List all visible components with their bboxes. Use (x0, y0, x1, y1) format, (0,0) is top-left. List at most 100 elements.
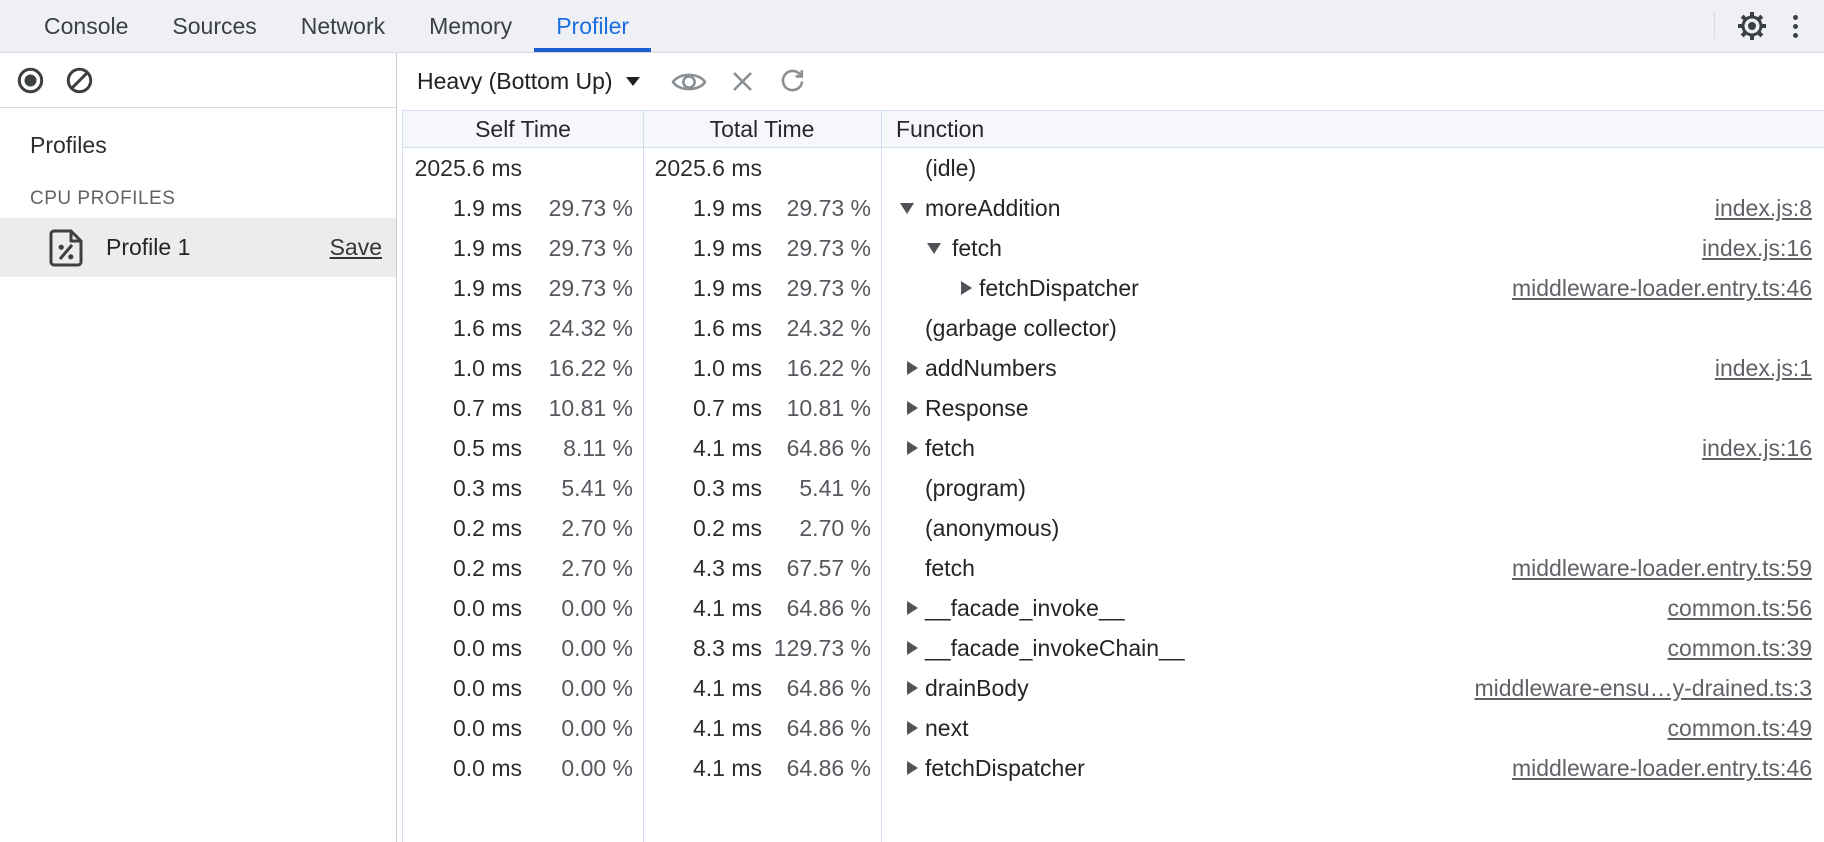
column-header-total-time[interactable]: Total Time (709, 115, 815, 142)
table-row[interactable]: 0.0 ms 0.00 % 4.1 ms 64.86 % __facade_invoke… (403, 588, 1824, 628)
self-time-cell: 0.2 ms 2.70 % (403, 548, 643, 588)
table-row[interactable]: 0.7 ms 10.81 % 0.7 ms 10.81 % Response (403, 388, 1824, 428)
percent-value: 0.00 % (561, 634, 633, 661)
table-row[interactable]: 1.9 ms 29.73 % 1.9 ms 29.73 % fetchDispatche… (403, 268, 1824, 308)
table-row[interactable]: 1.9 ms 29.73 % 1.9 ms 29.73 % fetch index.js:… (403, 228, 1824, 268)
column-header-function[interactable]: Function (896, 115, 985, 142)
table-row[interactable]: 0.3 ms 5.41 % 0.3 ms 5.41 % (program) (403, 468, 1824, 508)
percent-value: 29.73 % (786, 194, 871, 221)
tree-expanded-icon[interactable] (900, 202, 925, 214)
focus-eye-icon[interactable] (670, 69, 708, 95)
column-header-self-time[interactable]: Self Time (475, 115, 571, 142)
source-file-link[interactable]: index.js:1 (1714, 354, 1812, 381)
source-file-link[interactable]: index.js:16 (1702, 234, 1812, 261)
time-value: 0.0 ms (452, 674, 522, 701)
source-file-link[interactable]: index.js:8 (1714, 194, 1812, 221)
function-cell: drainBody middleware-ensu…y-drained.ts:3 (881, 668, 1824, 708)
table-row[interactable]: 1.9 ms 29.73 % 1.9 ms 29.73 % moreAddition in… (403, 188, 1824, 228)
function-cell: moreAddition index.js:8 (881, 188, 1824, 228)
function-name: moreAddition (925, 194, 1061, 221)
table-row[interactable]: 0.0 ms 0.00 % 4.1 ms 64.86 % drainBody middle… (403, 668, 1824, 708)
tree-expanded-icon[interactable] (927, 242, 952, 254)
source-file-link[interactable]: middleware-ensu…y-drained.ts:3 (1474, 674, 1813, 701)
table-row[interactable]: 0.0 ms 0.00 % 4.1 ms 64.86 % next common.ts:4… (403, 708, 1824, 748)
time-value: 0.0 ms (452, 754, 522, 781)
source-file-link[interactable]: common.ts:49 (1667, 714, 1812, 741)
percent-value: 64.86 % (786, 434, 871, 461)
source-file-link[interactable]: index.js:16 (1702, 434, 1812, 461)
tab-profiler[interactable]: Profiler (534, 0, 651, 52)
function-name: fetchDispatcher (925, 754, 1085, 781)
function-cell: next common.ts:49 (881, 708, 1824, 748)
time-value: 0.7 ms (452, 394, 522, 421)
tree-collapsed-icon[interactable] (900, 441, 925, 455)
function-cell: (anonymous) (881, 508, 1824, 548)
table-row[interactable]: 0.0 ms 0.00 % 4.1 ms 64.86 % fetchDispatcher… (403, 748, 1824, 788)
self-time-cell: 0.0 ms 0.00 % (403, 588, 643, 628)
tabbar-actions (1714, 0, 1824, 52)
percent-value: 10.81 % (548, 394, 633, 421)
exclude-x-icon[interactable] (730, 69, 755, 94)
percent-value: 29.73 % (548, 274, 633, 301)
time-value: 4.1 ms (692, 594, 762, 621)
function-name: (program) (925, 474, 1026, 501)
table-row[interactable]: 0.2 ms 2.70 % 4.3 ms 67.57 % fetch middleware… (403, 548, 1824, 588)
gear-icon[interactable] (1735, 9, 1769, 43)
record-icon[interactable] (17, 67, 44, 94)
time-value: 1.9 ms (452, 194, 522, 221)
function-name: Response (925, 394, 1029, 421)
tree-collapsed-icon[interactable] (900, 641, 925, 655)
toolbar-divider (1714, 13, 1715, 39)
time-value: 4.1 ms (692, 714, 762, 741)
percent-value: 64.86 % (786, 594, 871, 621)
percent-value: 67.57 % (786, 554, 871, 581)
tab-memory[interactable]: Memory (429, 12, 513, 39)
tree-collapsed-icon[interactable] (900, 601, 925, 615)
table-row[interactable]: 1.0 ms 16.22 % 1.0 ms 16.22 % addNumbers inde… (403, 348, 1824, 388)
source-file-link[interactable]: middleware-loader.entry.ts:46 (1512, 274, 1812, 301)
profile-list-item-selected[interactable]: Profile 1 Save (0, 218, 396, 277)
source-file-link[interactable]: common.ts:39 (1667, 634, 1812, 661)
column-divider[interactable] (643, 111, 644, 842)
tree-collapsed-icon[interactable] (900, 761, 925, 775)
table-row[interactable]: 2025.6 ms 2025.6 ms (idle) (403, 148, 1824, 188)
tab-sources[interactable]: Sources (172, 12, 257, 39)
function-name: __facade_invoke__ (925, 594, 1125, 621)
table-row[interactable]: 0.5 ms 8.11 % 4.1 ms 64.86 % fetch index.js:1… (403, 428, 1824, 468)
total-time-cell: 2025.6 ms (643, 148, 881, 188)
refresh-icon[interactable] (779, 68, 806, 95)
kebab-menu-icon[interactable] (1789, 11, 1802, 42)
function-name: drainBody (925, 674, 1029, 701)
table-row[interactable]: 0.0 ms 0.00 % 8.3 ms 129.73 % __facade_invok… (403, 628, 1824, 668)
function-name: fetch (952, 234, 1002, 261)
tree-collapsed-icon[interactable] (900, 361, 925, 375)
column-divider[interactable] (881, 111, 882, 842)
table-row[interactable]: 1.6 ms 24.32 % 1.6 ms 24.32 % (garbage colle… (403, 308, 1824, 348)
percent-value: 5.41 % (799, 474, 871, 501)
function-cell: fetchDispatcher middleware-loader.entry.t… (881, 268, 1824, 308)
time-value: 1.9 ms (452, 274, 522, 301)
clear-icon[interactable] (66, 67, 93, 94)
total-time-cell: 4.1 ms 64.86 % (643, 428, 881, 468)
function-cell: (idle) (881, 148, 1824, 188)
function-name: fetch (925, 554, 975, 581)
view-selector-dropdown[interactable]: Heavy (Bottom Up) (417, 68, 613, 94)
tree-collapsed-icon[interactable] (900, 681, 925, 695)
source-file-link[interactable]: common.ts:56 (1667, 594, 1812, 621)
percent-value: 24.32 % (548, 314, 633, 341)
self-time-cell: 0.7 ms 10.81 % (403, 388, 643, 428)
percent-value: 129.73 % (773, 634, 871, 661)
tab-network[interactable]: Network (300, 12, 386, 39)
table-row[interactable]: 0.2 ms 2.70 % 0.2 ms 2.70 % (anonymous) (403, 508, 1824, 548)
tab-console[interactable]: Console (44, 12, 129, 39)
save-profile-link[interactable]: Save (329, 234, 382, 260)
time-value: 4.1 ms (692, 674, 762, 701)
tree-collapsed-icon[interactable] (900, 401, 925, 415)
tree-collapsed-icon[interactable] (954, 281, 979, 295)
percent-value: 5.41 % (561, 474, 633, 501)
tree-collapsed-icon[interactable] (900, 721, 925, 735)
source-file-link[interactable]: middleware-loader.entry.ts:46 (1512, 754, 1812, 781)
source-file-link[interactable]: middleware-loader.entry.ts:59 (1512, 554, 1812, 581)
chevron-down-icon[interactable] (625, 77, 640, 86)
percent-value: 29.73 % (548, 194, 633, 221)
